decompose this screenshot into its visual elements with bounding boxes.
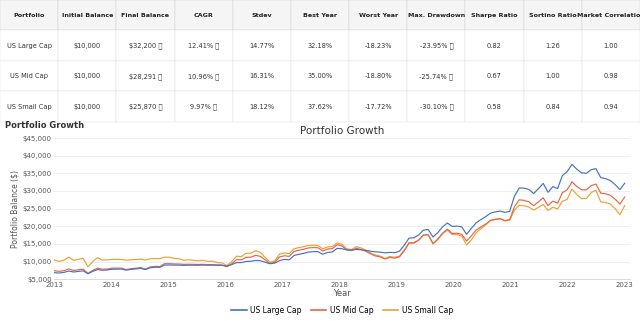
US Large Cap [449,224,456,228]
US Small Cap [611,207,619,211]
Line: US Mid Cap: US Mid Cap [54,182,625,273]
US Small Cap [372,253,380,257]
Line: US Small Cap: US Small Cap [54,189,625,267]
US Mid Cap [51,269,58,273]
US Large Cap [51,271,58,275]
US Small Cap [506,218,513,222]
US Small Cap [621,204,628,207]
US Large Cap [621,181,628,185]
Text: Portfolio Growth: Portfolio Growth [5,121,84,131]
US Mid Cap [449,231,456,235]
US Mid Cap [175,262,183,266]
US Large Cap [209,263,216,267]
US Small Cap [449,233,456,237]
US Large Cap [506,209,513,213]
US Small Cap [51,258,58,262]
US Mid Cap [372,254,380,258]
US Mid Cap [506,218,513,221]
US Small Cap [209,259,216,263]
US Mid Cap [84,272,92,275]
US Mid Cap [621,195,628,199]
US Small Cap [175,257,183,261]
Title: Portfolio Growth: Portfolio Growth [300,126,385,136]
US Mid Cap [568,180,576,184]
Line: US Large Cap: US Large Cap [54,164,625,274]
US Mid Cap [611,197,619,201]
US Small Cap [568,187,576,191]
US Large Cap [611,183,619,187]
US Mid Cap [209,263,216,266]
Y-axis label: Portfolio Balance ($): Portfolio Balance ($) [11,170,20,247]
US Large Cap [372,250,380,254]
X-axis label: Year: Year [333,290,351,299]
US Large Cap [568,162,576,166]
US Large Cap [84,272,92,276]
US Large Cap [175,263,183,267]
US Small Cap [84,265,92,269]
Legend: US Large Cap, US Mid Cap, US Small Cap: US Large Cap, US Mid Cap, US Small Cap [228,303,456,318]
